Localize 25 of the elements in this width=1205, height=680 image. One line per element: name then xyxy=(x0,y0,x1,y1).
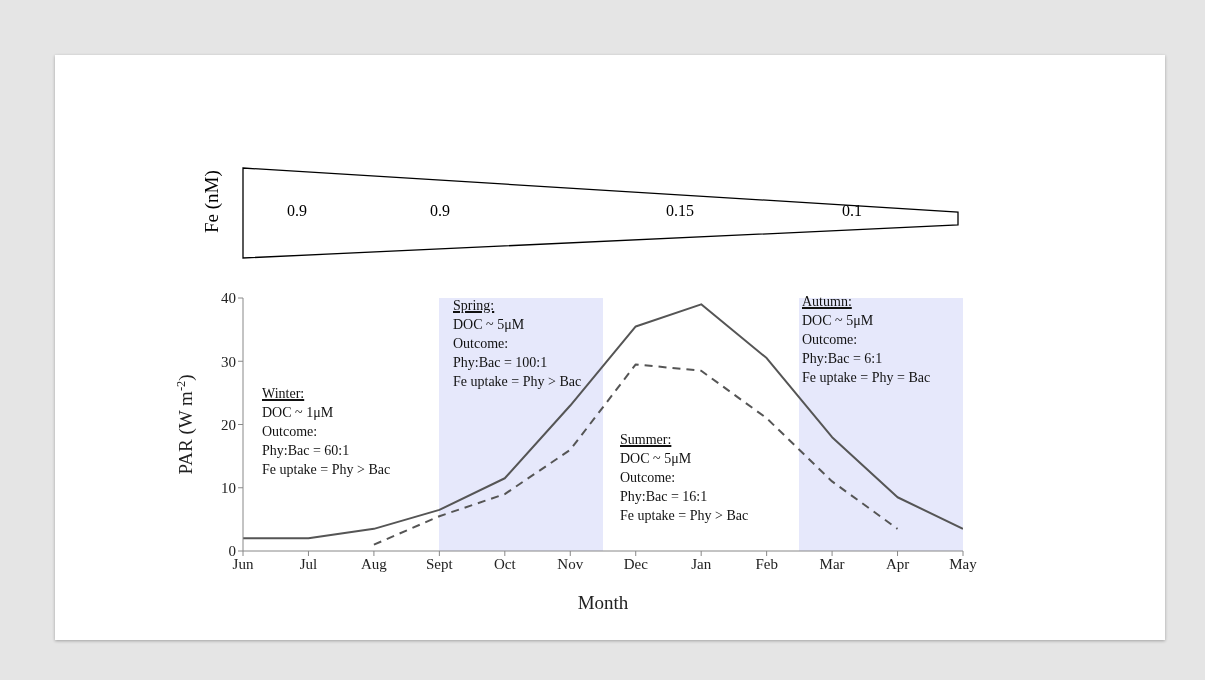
y-tick-label: 10 xyxy=(221,480,236,497)
text: 0.9 xyxy=(429,202,451,220)
x-tick-label: Jul xyxy=(299,555,318,572)
x-axis-title: Month xyxy=(577,592,629,613)
text: 0.1 xyxy=(841,202,863,220)
x-tick-label: Mar xyxy=(819,555,845,572)
x-tick-label: Sept xyxy=(426,555,454,572)
y-tick-label: 30 xyxy=(221,353,236,370)
x-tick-label: Aug xyxy=(360,555,388,572)
y-tick-label: 20 xyxy=(221,416,236,433)
text: 0.15 xyxy=(665,202,695,220)
annotation: Summer: DOC ~ 5μM Outcome: Phy:Bac = 16:1 Fe uptake = Phy > Bac xyxy=(620,431,749,525)
annotation: Spring: DOC ~ 5μM Outcome: Phy:Bac = 100:1 Fe uptake = Phy > Bac xyxy=(453,297,582,391)
annotation: Winter: DOC ~ 1μM Outcome: Phy:Bac = 60:1 Fe uptake = Phy > Bac xyxy=(262,385,391,479)
x-tick-label: Nov xyxy=(557,555,584,572)
x-tick-label: Feb xyxy=(755,555,778,572)
y-tick-label: 40 xyxy=(221,290,236,307)
x-tick-label: Dec xyxy=(623,555,649,572)
x-tick-label: Apr xyxy=(885,555,910,572)
x-tick-label: Oct xyxy=(493,555,517,572)
annotation: Autumn: DOC ~ 5μM Outcome: Phy:Bac = 6:1 Fe uptake = Phy = Bac xyxy=(802,293,931,387)
text: 0.9 xyxy=(286,202,308,220)
x-tick-label: Jan xyxy=(691,555,712,572)
x-tick-label: May xyxy=(949,555,978,572)
text: Fe (nM) xyxy=(201,170,222,233)
